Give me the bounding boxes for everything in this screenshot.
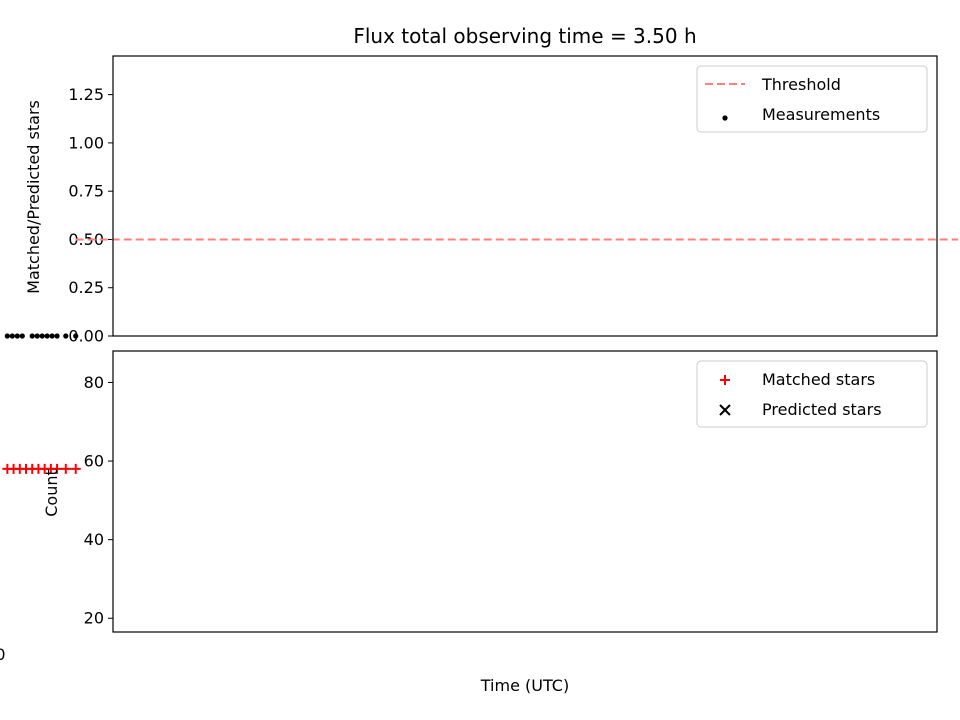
y-tick-label: 0.75 xyxy=(68,182,104,201)
legend-box xyxy=(696,360,928,428)
legend: Matched stars Predicted stars xyxy=(696,360,928,428)
x-axis-label: Time (UTC) xyxy=(480,676,569,695)
legend-box xyxy=(696,65,928,133)
top-panel: 0.00 0.25 0.50 0.75 1.00 1.25 Threshold Measure… xyxy=(4,55,959,346)
matched-star-point xyxy=(2,463,13,474)
y-tick-label: 0.25 xyxy=(68,278,104,297)
measurement-point xyxy=(29,333,35,339)
measurement-point xyxy=(44,333,50,339)
top-y-axis-label: Matched/Predicted stars xyxy=(24,100,43,294)
legend-label: Threshold xyxy=(761,75,841,94)
chart-title: Flux total observing time = 3.50 h xyxy=(353,24,696,48)
x-tick-label: 18:00 xyxy=(0,645,6,664)
measurement-point xyxy=(14,333,20,339)
measurement-point xyxy=(9,333,15,339)
legend-label: Measurements xyxy=(762,105,880,124)
y-tick-label: 1.25 xyxy=(68,85,104,104)
measurement-point xyxy=(34,333,40,339)
matched-star-point xyxy=(60,463,71,474)
measurement-point xyxy=(73,333,79,339)
measurement-point xyxy=(4,333,10,339)
y-tick-label: 40 xyxy=(84,530,104,549)
y-tick-label: 1.00 xyxy=(68,133,104,152)
matched-star-point xyxy=(70,463,81,474)
legend-predicted-marker xyxy=(719,404,731,416)
measurement-point xyxy=(19,333,25,339)
measurement-point xyxy=(49,333,55,339)
measurement-point xyxy=(63,333,69,339)
y-tick-label: 60 xyxy=(84,452,104,471)
measurement-point xyxy=(39,333,45,339)
y-tick-label: 0.50 xyxy=(68,230,104,249)
axes-frame xyxy=(112,55,938,337)
axes-frame xyxy=(112,350,938,633)
bottom-panel: 2040608018:0020:0022:0000:0002:0004:00Ma… xyxy=(0,350,938,664)
legend-label: Predicted stars xyxy=(762,400,882,419)
legend: Threshold Measurements xyxy=(696,65,928,133)
legend-label: Matched stars xyxy=(762,370,875,389)
y-tick-label: 20 xyxy=(84,609,104,628)
measurement-point xyxy=(54,333,60,339)
legend-matched-marker xyxy=(720,375,730,385)
y-tick-label: 80 xyxy=(84,373,104,392)
bottom-y-axis-label: Count xyxy=(42,469,61,517)
y-tick-label: 0.00 xyxy=(68,327,104,346)
legend-measurement-marker xyxy=(722,115,728,121)
